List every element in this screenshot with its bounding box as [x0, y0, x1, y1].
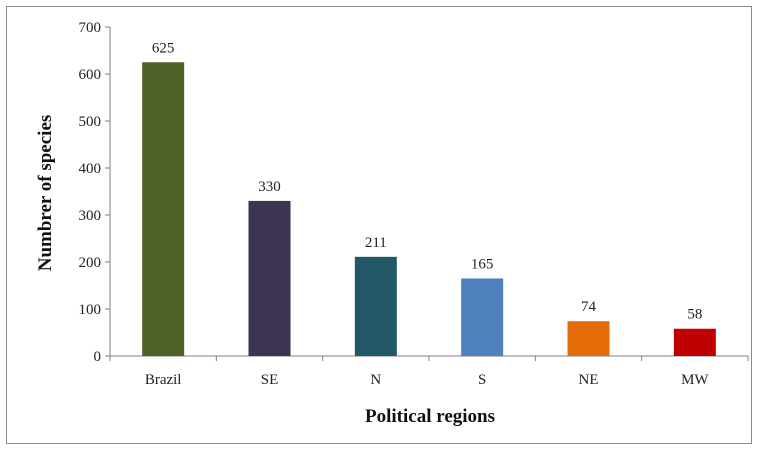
x-tick-label: NE	[579, 372, 599, 388]
y-axis-title: Numbrer of species	[35, 115, 56, 272]
y-tick-label: 400	[79, 161, 102, 177]
y-tick-label: 600	[79, 67, 102, 83]
bar-s	[461, 278, 504, 356]
y-tick-label: 300	[79, 208, 102, 224]
data-label: 74	[581, 299, 597, 315]
data-label: 625	[152, 40, 175, 56]
bar-n	[354, 256, 397, 356]
x-tick-label: S	[478, 372, 486, 388]
y-tick-label: 0	[94, 349, 102, 365]
data-label: 58	[687, 307, 702, 323]
data-label: 165	[471, 256, 494, 272]
x-tick-label: SE	[261, 372, 279, 388]
chart-frame	[6, 6, 752, 444]
bar-brazil	[142, 62, 185, 356]
data-label: 330	[258, 179, 281, 195]
data-label: 211	[365, 235, 387, 251]
x-axis-title: Political regions	[365, 406, 495, 427]
bars	[142, 62, 716, 356]
bar-mw	[673, 328, 716, 356]
bar-se	[248, 200, 291, 356]
x-tick-label: Brazil	[145, 372, 182, 388]
bar-ne	[567, 321, 610, 356]
axes: 0 100 200 300 400 500 600 700 Brazil SE N S NE MW	[79, 20, 749, 388]
data-labels: 625 330 211 165 74 58	[152, 40, 702, 322]
y-tick-label: 200	[79, 255, 102, 271]
x-tick-label: N	[370, 372, 381, 388]
x-tick-label: MW	[681, 372, 709, 388]
y-tick-label: 700	[79, 20, 102, 36]
y-tick-label: 100	[79, 302, 102, 318]
y-tick-label: 500	[79, 114, 102, 130]
